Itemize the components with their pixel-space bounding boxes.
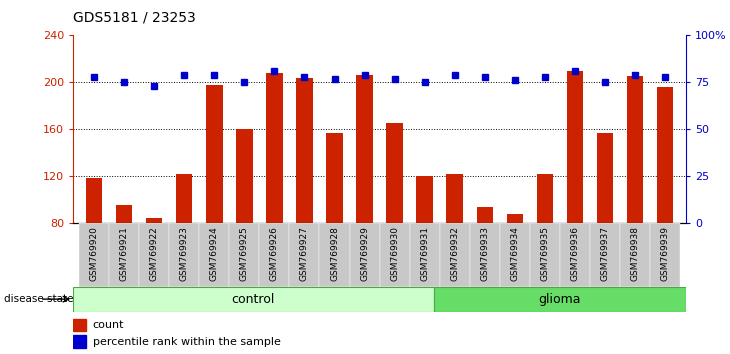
Bar — [116, 205, 132, 317]
Text: GSM769939: GSM769939 — [661, 226, 669, 281]
Bar — [566, 70, 583, 317]
Bar — [560, 223, 590, 287]
Text: GDS5181 / 23253: GDS5181 / 23253 — [73, 11, 196, 25]
Bar — [416, 176, 433, 317]
Bar — [439, 223, 470, 287]
Bar — [79, 223, 109, 287]
Text: GSM769936: GSM769936 — [570, 226, 580, 281]
Bar — [657, 87, 673, 317]
Bar — [73, 287, 434, 312]
Text: GSM769920: GSM769920 — [90, 226, 99, 281]
Bar — [434, 287, 686, 312]
Text: GSM769926: GSM769926 — [270, 226, 279, 281]
Text: GSM769934: GSM769934 — [510, 226, 519, 281]
Text: GSM769925: GSM769925 — [240, 226, 249, 281]
Bar — [410, 223, 439, 287]
Text: GSM769922: GSM769922 — [150, 226, 158, 281]
Text: GSM769935: GSM769935 — [540, 226, 550, 281]
Text: count: count — [93, 320, 124, 330]
Bar — [289, 223, 320, 287]
Text: control: control — [231, 293, 275, 306]
Bar — [139, 223, 169, 287]
Bar — [537, 174, 553, 317]
Text: GSM769938: GSM769938 — [631, 226, 639, 281]
Text: GSM769931: GSM769931 — [420, 226, 429, 281]
Bar — [326, 133, 343, 317]
Bar — [507, 214, 523, 317]
Bar — [199, 223, 229, 287]
Text: GSM769928: GSM769928 — [330, 226, 339, 281]
Bar — [109, 223, 139, 287]
Bar — [356, 75, 373, 317]
Bar — [470, 223, 500, 287]
Text: disease state: disease state — [4, 294, 73, 304]
Text: GSM769930: GSM769930 — [390, 226, 399, 281]
Bar — [229, 223, 259, 287]
Text: GSM769929: GSM769929 — [360, 226, 369, 281]
Text: GSM769933: GSM769933 — [480, 226, 489, 281]
Bar — [259, 223, 289, 287]
Bar — [447, 174, 463, 317]
Bar — [266, 73, 283, 317]
Bar — [627, 76, 643, 317]
Bar — [590, 223, 620, 287]
Bar — [146, 218, 162, 317]
Text: GSM769927: GSM769927 — [300, 226, 309, 281]
Bar — [86, 178, 102, 317]
Bar — [169, 223, 199, 287]
Text: GSM769937: GSM769937 — [601, 226, 610, 281]
Bar — [73, 335, 86, 348]
Bar — [236, 129, 253, 317]
Bar — [296, 78, 312, 317]
Text: GSM769923: GSM769923 — [180, 226, 189, 281]
Bar — [386, 123, 403, 317]
Text: percentile rank within the sample: percentile rank within the sample — [93, 337, 280, 347]
Bar — [206, 85, 223, 317]
Bar — [597, 133, 613, 317]
Text: GSM769924: GSM769924 — [210, 226, 219, 281]
Bar — [650, 223, 680, 287]
Bar — [350, 223, 380, 287]
Bar — [620, 223, 650, 287]
Bar — [380, 223, 410, 287]
Bar — [73, 319, 86, 331]
Bar — [176, 174, 193, 317]
Text: GSM769932: GSM769932 — [450, 226, 459, 281]
Bar — [500, 223, 530, 287]
Bar — [320, 223, 350, 287]
Bar — [477, 207, 493, 317]
Text: glioma: glioma — [539, 293, 581, 306]
Text: GSM769921: GSM769921 — [120, 226, 128, 281]
Bar — [530, 223, 560, 287]
